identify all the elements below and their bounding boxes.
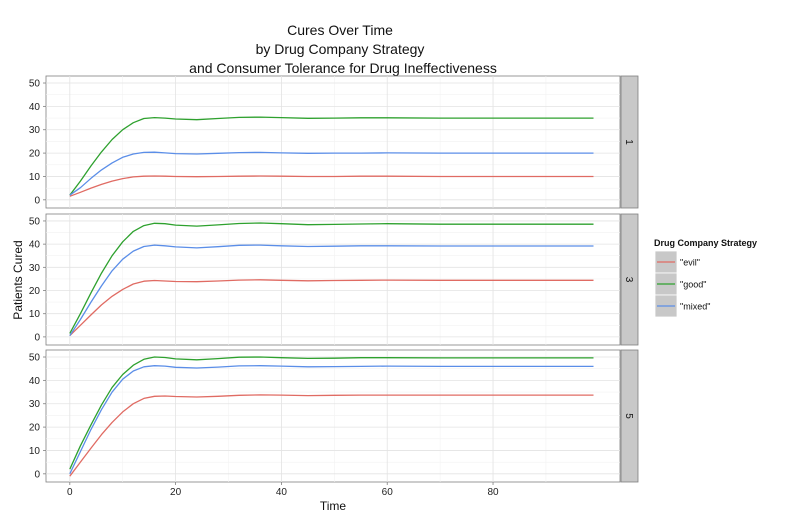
y-tick-label: 40	[29, 102, 41, 113]
chart-title-line-1: Cures Over Time	[287, 22, 393, 38]
series-line-good	[69, 222, 594, 334]
y-tick-label: 50	[29, 79, 41, 90]
facet-strip	[620, 213, 639, 346]
panel-background	[45, 75, 621, 209]
y-tick-label: 20	[29, 286, 41, 297]
series-line-evil	[69, 394, 594, 477]
facet-strip-label: 3	[623, 277, 634, 283]
facet-panel-5: 0 10 20 30 40 50 5	[29, 349, 639, 483]
legend-label-mixed: "mixed"	[680, 302, 710, 312]
x-tick-label: 20	[170, 487, 182, 498]
facet-strip	[620, 75, 639, 209]
y-tick-label: 10	[29, 309, 41, 320]
legend: Drug Company Strategy "evil" "good" "mixed…	[654, 238, 757, 318]
legend-label-good: "good"	[680, 280, 706, 290]
panel-background	[45, 349, 621, 483]
chart-title-line-3: and Consumer Tolerance for Drug Ineffect…	[189, 60, 497, 76]
panel-background	[45, 213, 621, 346]
x-axis: 0 20 40 60 80	[67, 482, 499, 498]
x-tick-label: 80	[487, 487, 499, 498]
y-axis-title: Patients Cured	[11, 240, 25, 319]
series-line-mixed	[69, 365, 594, 475]
y-tick-label: 0	[34, 469, 40, 480]
series-line-good	[69, 116, 594, 196]
y-tick-label: 20	[29, 149, 41, 160]
y-tick-label: 50	[29, 353, 41, 364]
chart-title-line-2: by Drug Company Strategy	[256, 41, 425, 57]
y-tick-label: 10	[29, 446, 41, 457]
y-tick-label: 0	[34, 195, 40, 206]
x-tick-label: 60	[382, 487, 394, 498]
y-tick-label: 0	[34, 332, 40, 343]
y-tick-label: 10	[29, 172, 41, 183]
y-tick-label: 30	[29, 399, 41, 410]
series-line-evil	[69, 279, 594, 337]
y-tick-label: 40	[29, 376, 41, 387]
series-line-good	[69, 356, 594, 470]
series-line-mixed	[69, 244, 594, 337]
series-line-evil	[69, 175, 594, 197]
facet-strip-label: 5	[623, 413, 634, 419]
legend-label-evil: "evil"	[680, 258, 700, 268]
x-tick-label: 0	[67, 487, 73, 498]
y-tick-label: 50	[29, 216, 41, 227]
x-tick-label: 40	[276, 487, 288, 498]
facet-panel-1: 0 10 20 30 40 50 1	[29, 75, 639, 209]
series-line-mixed	[69, 151, 594, 196]
y-tick-label: 30	[29, 125, 41, 136]
x-axis-title: Time	[320, 499, 347, 513]
legend-title: Drug Company Strategy	[654, 238, 757, 248]
y-tick-label: 40	[29, 240, 41, 251]
facet-strip-label: 1	[623, 139, 634, 145]
y-tick-label: 20	[29, 423, 41, 434]
chart-title: Cures Over Time by Drug Company Strategy…	[189, 22, 497, 76]
facet-panel-3: 0 10 20 30 40 50 3	[29, 213, 639, 346]
facet-strip	[620, 349, 639, 483]
y-tick-label: 30	[29, 263, 41, 274]
